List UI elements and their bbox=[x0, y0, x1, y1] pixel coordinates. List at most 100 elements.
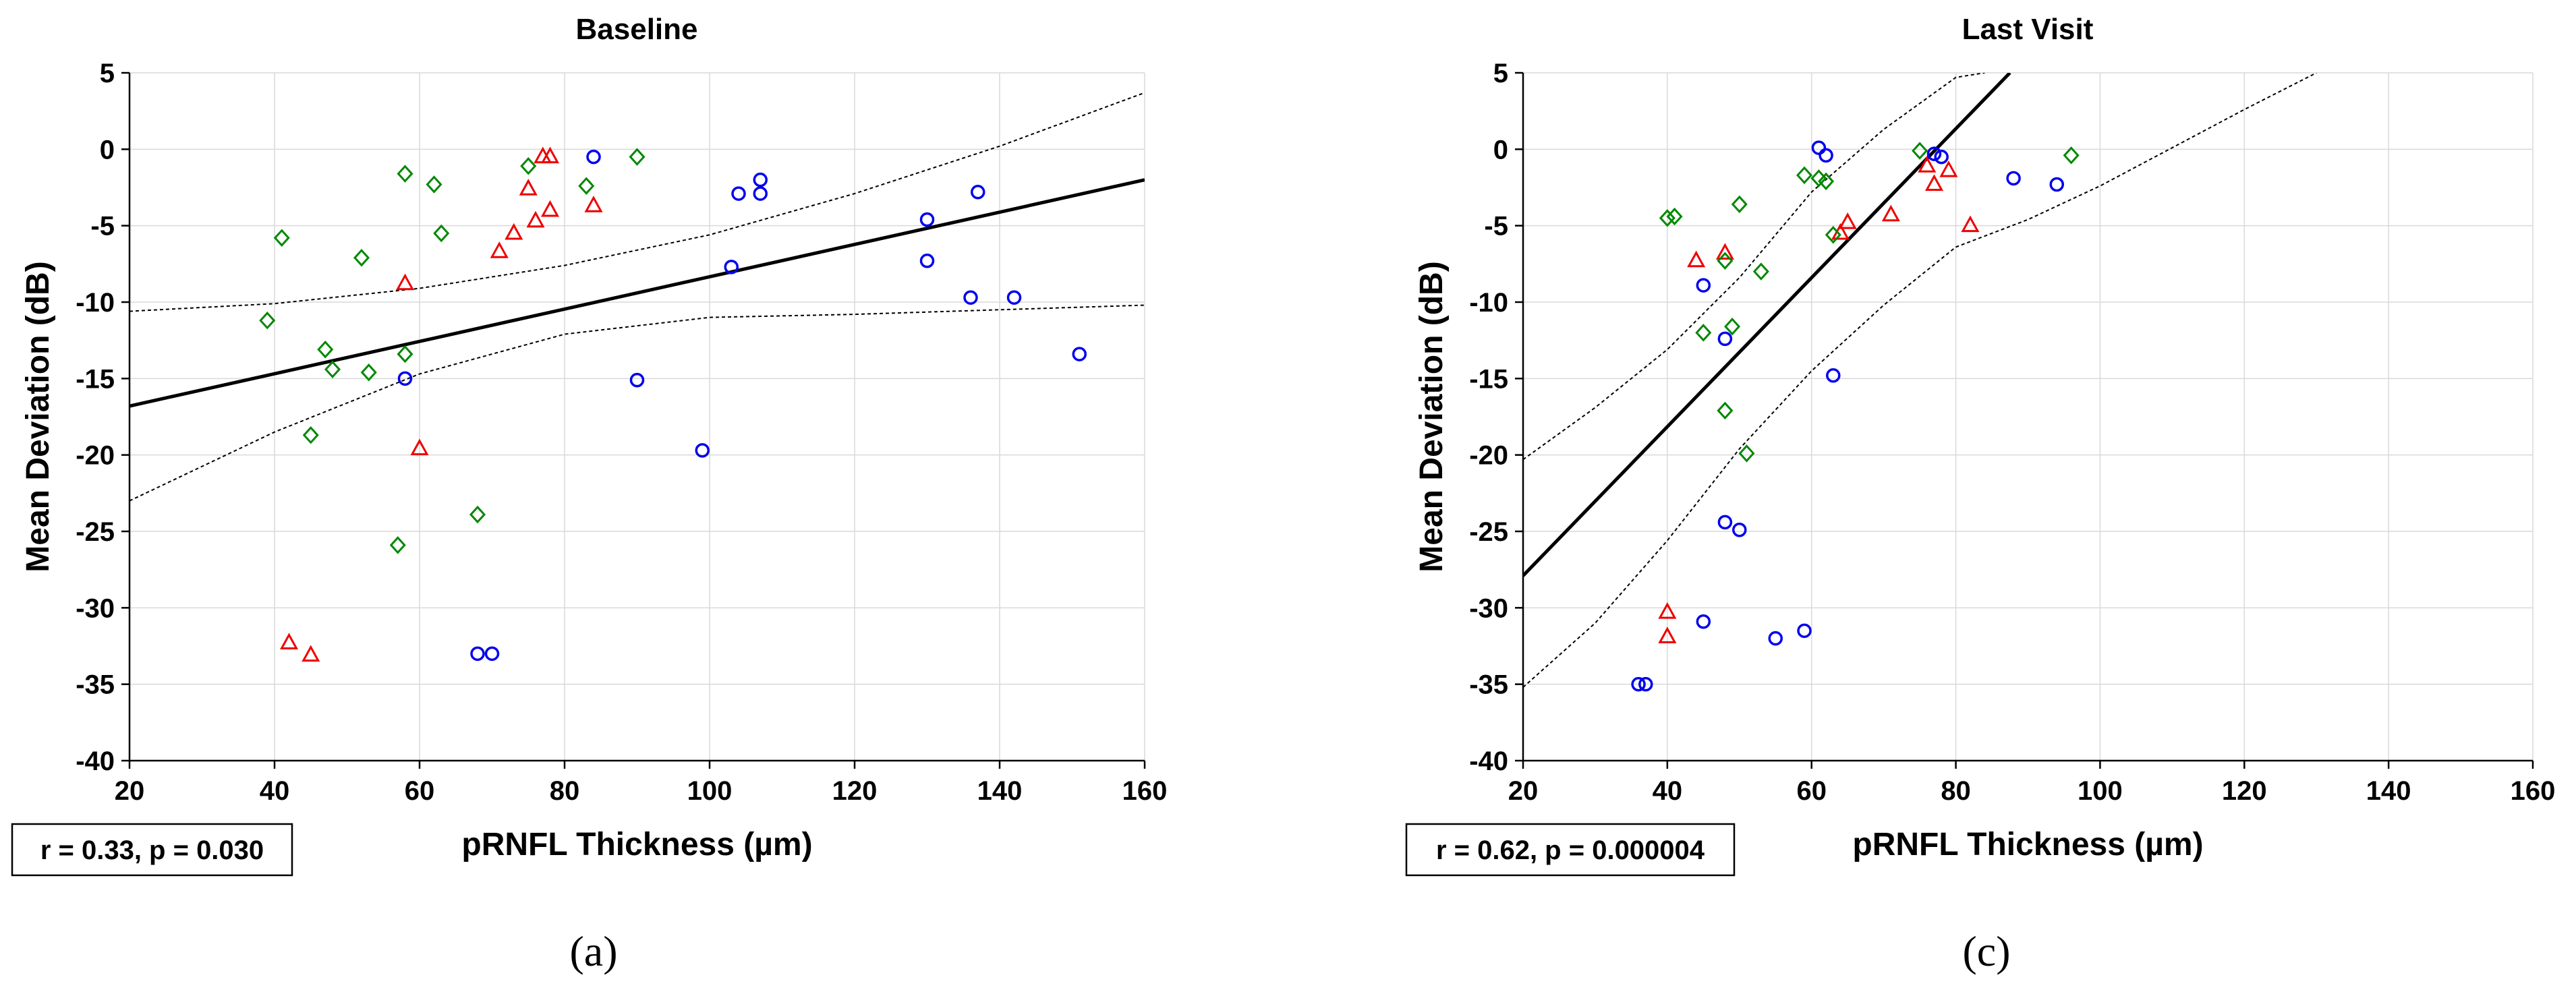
y-tick-label: 5 bbox=[1493, 59, 1508, 88]
data-point-circle bbox=[753, 186, 768, 201]
data-point-circle bbox=[731, 186, 746, 201]
data-point-triangle bbox=[1918, 156, 1937, 173]
x-tick-label: 120 bbox=[2222, 776, 2267, 806]
x-tick-label: 100 bbox=[2078, 776, 2123, 806]
y-tick-label: -40 bbox=[76, 746, 115, 776]
data-point-circle bbox=[1717, 331, 1733, 347]
data-point-triangle bbox=[490, 241, 509, 258]
data-point-circle bbox=[1797, 623, 1812, 639]
data-point-triangle bbox=[540, 146, 560, 164]
series-diamonds bbox=[259, 148, 646, 554]
data-point-diamond bbox=[1695, 324, 1712, 342]
data-point-circle bbox=[2006, 171, 2021, 186]
y-axis-label: Mean Deviation (dB) bbox=[20, 261, 56, 572]
x-tick-label: 140 bbox=[977, 776, 1023, 806]
x-tick-label: 20 bbox=[115, 776, 145, 806]
data-point-triangle bbox=[584, 196, 603, 212]
data-point-diamond bbox=[578, 177, 595, 195]
data-point-circle bbox=[1768, 631, 1783, 646]
data-point-diamond bbox=[1810, 169, 1827, 187]
data-point-diamond bbox=[1731, 195, 1748, 214]
confidence-band-lower bbox=[130, 304, 1145, 502]
series-diamonds bbox=[1659, 142, 2080, 463]
y-tick-label: -30 bbox=[1469, 593, 1508, 623]
stats-label: r = 0.62, p = 0.000004 bbox=[1436, 836, 1705, 865]
data-point-diamond bbox=[1752, 262, 1769, 281]
data-point-diamond bbox=[1717, 401, 1734, 420]
data-point-diamond bbox=[1717, 252, 1734, 270]
y-tick-label: 5 bbox=[100, 59, 115, 88]
grid-lines bbox=[1522, 72, 2534, 761]
data-point-circle bbox=[919, 254, 935, 268]
stats-label: r = 0.33, p = 0.030 bbox=[40, 836, 264, 865]
data-point-circle bbox=[1696, 614, 1711, 629]
y-tick-label: -35 bbox=[76, 670, 115, 700]
y-tick-label: -15 bbox=[1469, 364, 1508, 394]
y-axis-label: Mean Deviation (dB) bbox=[1414, 261, 1450, 572]
x-tick-label: 40 bbox=[1653, 776, 1683, 806]
series-circles bbox=[397, 149, 1087, 662]
x-tick-label: 80 bbox=[1941, 776, 1971, 806]
x-axis-label: pRNFL Thickness (µm) bbox=[1852, 827, 2203, 862]
data-point-circle bbox=[1732, 522, 1747, 537]
data-point-triangle bbox=[1881, 204, 1900, 222]
x-tick-label: 100 bbox=[687, 776, 733, 806]
data-point-circle bbox=[971, 185, 985, 200]
data-point-diamond bbox=[259, 311, 276, 330]
data-point-triangle bbox=[526, 210, 545, 228]
data-point-triangle bbox=[1658, 626, 1677, 643]
data-point-triangle bbox=[1939, 160, 1958, 177]
data-point-circle bbox=[919, 212, 935, 227]
data-point-circle bbox=[1006, 290, 1022, 305]
stats-box bbox=[11, 823, 293, 877]
x-tick-label: 140 bbox=[2366, 776, 2411, 806]
data-point-circle bbox=[2049, 177, 2065, 192]
data-point-triangle bbox=[1961, 215, 1980, 233]
data-point-circle bbox=[629, 372, 645, 388]
data-point-circle bbox=[724, 260, 739, 274]
data-point-diamond bbox=[1738, 444, 1755, 463]
y-tick-label: -40 bbox=[1469, 746, 1508, 776]
y-tick-label: -20 bbox=[76, 441, 115, 471]
data-point-diamond bbox=[1666, 207, 1683, 226]
series-triangles bbox=[1658, 156, 1980, 643]
data-point-triangle bbox=[279, 633, 299, 649]
stats-box bbox=[1405, 823, 1736, 877]
data-point-diamond bbox=[273, 229, 290, 247]
data-point-circle bbox=[1826, 368, 1841, 383]
x-tick-label: 60 bbox=[1796, 776, 1827, 806]
data-point-diamond bbox=[1818, 172, 1835, 191]
data-point-diamond bbox=[353, 249, 370, 267]
data-point-triangle bbox=[302, 645, 320, 662]
data-point-diamond bbox=[520, 157, 537, 175]
data-point-diamond bbox=[2063, 146, 2080, 165]
data-point-circle bbox=[1926, 146, 1942, 161]
chart-panel-c: 20 40 60 80 100 120 140 160 5 0 -5 -10 -15 -20 -25 -30 -… bbox=[1405, 13, 2556, 975]
series-triangles bbox=[279, 146, 603, 662]
data-point-diamond bbox=[629, 148, 646, 166]
data-point-circle bbox=[586, 149, 601, 165]
y-tick-label: -30 bbox=[76, 593, 115, 623]
data-point-diamond bbox=[1796, 166, 1813, 185]
data-point-diamond bbox=[1659, 209, 1676, 227]
y-tick-label: -10 bbox=[1469, 288, 1508, 318]
data-point-circle bbox=[1638, 676, 1653, 692]
data-point-triangle bbox=[1924, 174, 1944, 191]
data-point-triangle bbox=[505, 223, 523, 240]
panel-caption: (a) bbox=[569, 927, 617, 975]
data-point-triangle bbox=[410, 438, 429, 456]
y-tick-label: 0 bbox=[1493, 135, 1508, 165]
data-point-diamond bbox=[302, 426, 319, 444]
data-point-triangle bbox=[540, 200, 560, 217]
panel-caption: (c) bbox=[1962, 927, 2010, 975]
data-point-triangle bbox=[1715, 243, 1734, 260]
x-tick-label: 60 bbox=[405, 776, 435, 806]
data-point-circle bbox=[1631, 676, 1646, 692]
x-tick-label: 160 bbox=[2511, 776, 2556, 806]
chart-panel-a: 20 40 60 80 100 120 140 160 5 0 -5 -10 -15 -20 -25 -30 -… bbox=[11, 13, 1167, 975]
data-point-circle bbox=[1696, 278, 1711, 293]
regression-line bbox=[130, 178, 1145, 408]
data-point-triangle bbox=[1687, 250, 1706, 268]
x-tick-label: 40 bbox=[260, 776, 290, 806]
